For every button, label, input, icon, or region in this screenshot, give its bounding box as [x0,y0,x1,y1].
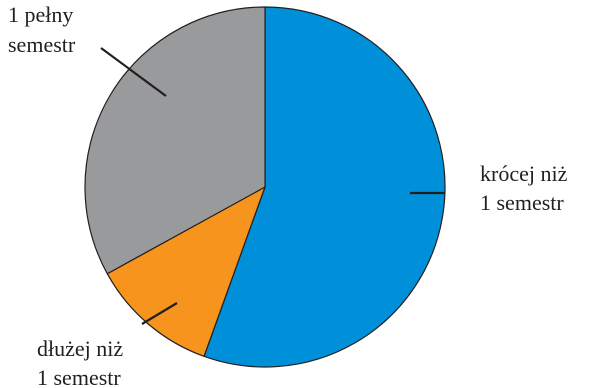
label-shorter-line2: 1 semestr [480,190,564,215]
label-shorter-line1: krócej niż [480,161,568,186]
leader-lines [100,47,445,325]
label-longer-line2: 1 semestr [37,365,121,388]
pie-slices [84,6,446,368]
slice-labels: krócej niż 1 semestr dłużej niż 1 semest… [8,2,568,388]
label-full-line1: 1 pełny [8,2,73,27]
pie-slice-full [84,6,266,275]
label-longer-line1: dłużej niż [37,336,123,361]
leader-line-full [100,47,167,97]
pie-slice-longer [106,186,266,357]
pie-slice-shorter [203,6,446,368]
label-full-line2: semestr [8,32,76,57]
leader-line-longer [141,302,178,325]
